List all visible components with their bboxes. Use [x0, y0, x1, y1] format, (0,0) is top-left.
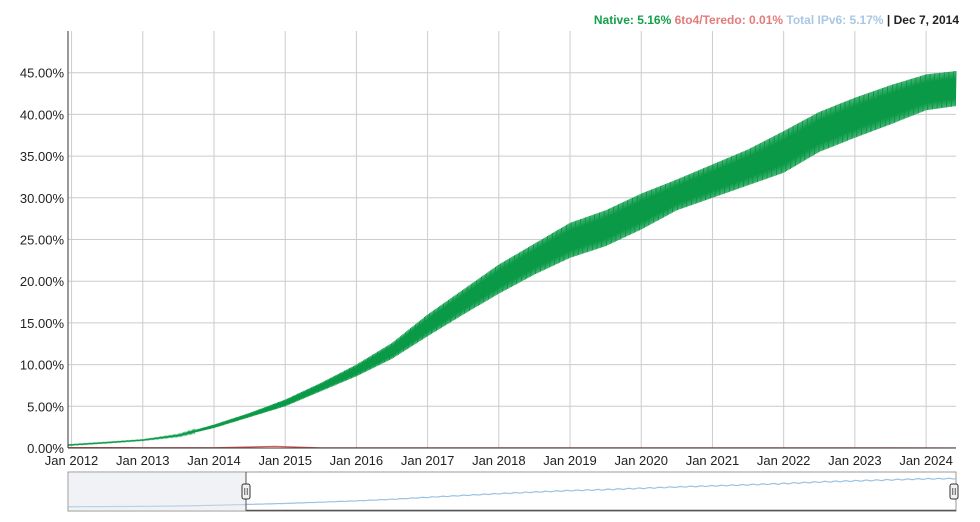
grid-lines [68, 31, 956, 449]
x-tick-label: Jan 2015 [258, 453, 312, 468]
y-tick-label: 20.00% [20, 274, 65, 289]
legend-native: Native: 5.16% [593, 13, 672, 27]
x-tick-label: Jan 2017 [401, 453, 455, 468]
y-tick-label: 30.00% [20, 191, 65, 206]
x-tick-label: Jan 2016 [330, 453, 384, 468]
legend-teredo: 6to4/Teredo: 0.01% [674, 13, 784, 27]
x-tick-label: Jan 2018 [472, 453, 526, 468]
chart-legend: Native: 5.16% 6to4/Teredo: 0.01% Total I… [594, 13, 959, 27]
y-tick-label: 40.00% [20, 107, 65, 122]
legend-separator: | [886, 13, 891, 27]
y-tick-label: 0.00% [27, 441, 64, 456]
y-tick-label: 10.00% [20, 358, 65, 373]
x-tick-label: Jan 2022 [757, 453, 811, 468]
y-tick-label: 15.00% [20, 316, 65, 331]
axes: 0.00% 5.00% 10.00% 15.00% 20.00% 25.00% 30.00%… [20, 31, 956, 468]
legend-date: Dec 7, 2014 [893, 13, 959, 27]
x-tick-label: Jan 2014 [187, 453, 241, 468]
y-tick-label: 25.00% [20, 233, 65, 248]
navigator-total-line [67, 477, 957, 508]
range-navigator[interactable] [67, 471, 959, 512]
x-tick-label: Jan 2013 [116, 453, 170, 468]
native-series-line [67, 71, 957, 447]
navigator-left-handle[interactable] [241, 483, 251, 500]
x-tick-label: Jan 2024 [899, 453, 953, 468]
x-tick-label: Jan 2019 [543, 453, 597, 468]
navigator-unselected-shade [69, 473, 246, 510]
x-tick-label: Jan 2012 [45, 453, 99, 468]
x-tick-label: Jan 2021 [686, 453, 740, 468]
y-tick-label: 45.00% [20, 66, 65, 81]
navigator-right-handle[interactable] [949, 483, 959, 500]
x-tick-label: Jan 2023 [828, 453, 882, 468]
x-tick-label: Jan 2020 [614, 453, 668, 468]
y-tick-label: 35.00% [20, 149, 65, 164]
legend-total: Total IPv6: 5.17% [786, 13, 884, 27]
y-tick-label: 5.00% [27, 399, 64, 414]
plot-area [67, 71, 957, 449]
